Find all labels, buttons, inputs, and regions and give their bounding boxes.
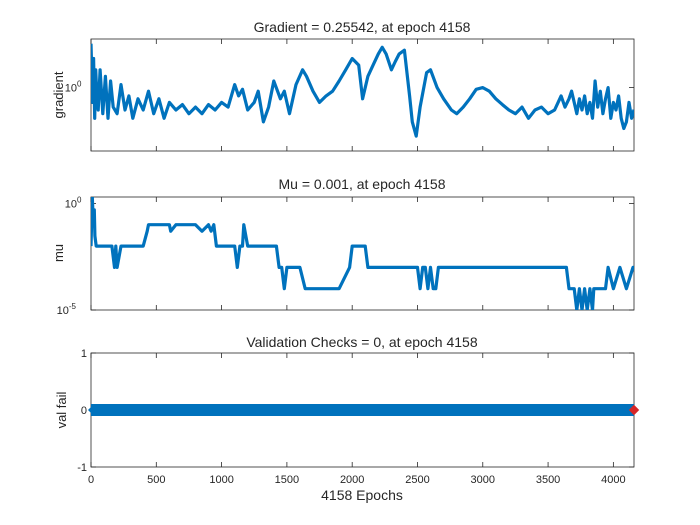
ytick-exponent: 0 <box>77 195 82 204</box>
xtick-label: 0 <box>88 474 94 486</box>
val-fail-marker-start <box>88 404 94 416</box>
validation-panel: Validation Checks = 0, at epoch 4158 -10… <box>54 334 640 503</box>
xtick-label: 4000 <box>601 474 625 486</box>
validation-ylabel: val fail <box>54 391 69 428</box>
mu-plot-area <box>91 197 634 310</box>
ytick-label: -1 <box>77 462 87 474</box>
xtick-label: 1500 <box>275 474 299 486</box>
xtick-label: 2500 <box>405 474 429 486</box>
mu-title: Mu = 0.001, at epoch 4158 <box>279 176 446 192</box>
validation-xlabel: 4158 Epochs <box>321 487 403 503</box>
mu-axes-box <box>90 196 635 311</box>
best-epoch-marker <box>628 404 640 416</box>
ytick-label: 1 <box>81 348 87 360</box>
val-fail-markers-band <box>91 404 634 416</box>
gradient-plot-area <box>91 43 634 138</box>
gradient-xtick-group <box>90 39 614 151</box>
series-line <box>91 43 634 138</box>
xtick-label: 3500 <box>536 474 560 486</box>
validation-title: Validation Checks = 0, at epoch 4158 <box>246 334 478 350</box>
gradient-ylabel: gradient <box>51 71 66 118</box>
mu-ylabel: mu <box>51 244 66 262</box>
gradient-title: Gradient = 0.25542, at epoch 4158 <box>254 19 471 35</box>
ytick-exponent: 0 <box>77 80 82 89</box>
xtick-label: 1000 <box>209 474 233 486</box>
series-line <box>91 197 634 310</box>
validation-plot-area <box>88 404 640 416</box>
xtick-label: 3000 <box>471 474 495 486</box>
mu-xtick-group <box>90 197 614 310</box>
validation-xtick-group: 0 500 1000 1500 2000 2500 3000 3500 4000 <box>88 353 626 486</box>
gradient-panel: Gradient = 0.25542, at epoch 4158 100 gr… <box>51 19 635 152</box>
xtick-label: 500 <box>147 474 165 486</box>
ytick-label: 0 <box>81 405 87 417</box>
ytick-exponent: -5 <box>69 302 77 311</box>
xtick-label: 2000 <box>340 474 364 486</box>
